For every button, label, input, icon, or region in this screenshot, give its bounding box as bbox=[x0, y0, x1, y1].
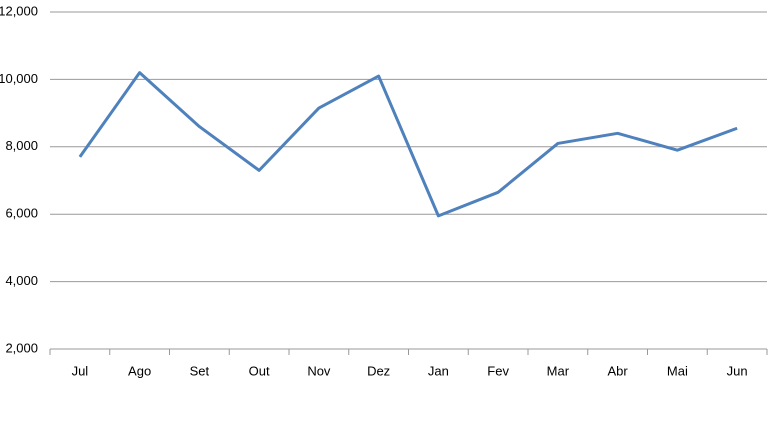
x-tick-label: Abr bbox=[608, 363, 629, 378]
y-tick-label: 10,000 bbox=[0, 71, 38, 86]
y-tick-label: 4,000 bbox=[5, 273, 38, 288]
y-tick-label: 6,000 bbox=[5, 206, 38, 221]
x-tick-label: Jun bbox=[727, 363, 748, 378]
x-tick-label: Out bbox=[249, 363, 270, 378]
x-tick-label: Mar bbox=[547, 363, 570, 378]
y-tick-label: 8,000 bbox=[5, 138, 38, 153]
x-tick-label: Dez bbox=[367, 363, 390, 378]
y-tick-label: 12,000 bbox=[0, 3, 38, 18]
x-tick-label: Nov bbox=[307, 363, 331, 378]
x-tick-label: Ago bbox=[128, 363, 151, 378]
x-tick-label: Fev bbox=[487, 363, 509, 378]
x-tick-label: Set bbox=[190, 363, 210, 378]
x-tick-label: Mai bbox=[667, 363, 688, 378]
y-tick-label: 2,000 bbox=[5, 340, 38, 355]
x-tick-label: Jan bbox=[428, 363, 449, 378]
line-series bbox=[78, 71, 738, 218]
x-tick-label: Jul bbox=[72, 363, 89, 378]
